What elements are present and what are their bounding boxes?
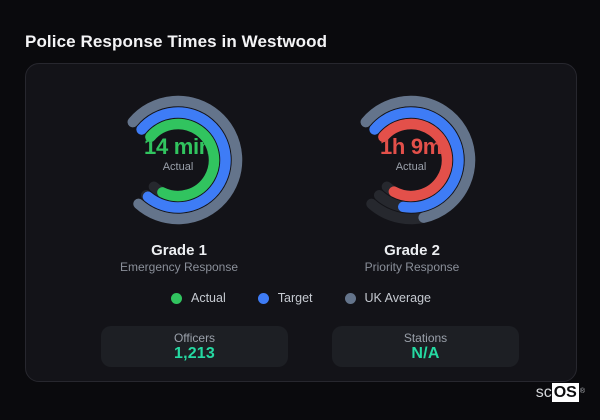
radial-gauge-chart <box>127 95 243 225</box>
gauge-grade-1: 14 min Actual <box>108 90 248 230</box>
page-title: Police Response Times in Westwood <box>25 32 328 52</box>
gauge-subtitle: Emergency Response <box>119 260 239 274</box>
stats-row: Officers 1,213 Stations N/A <box>35 326 585 367</box>
gauge-subtitle: Priority Response <box>364 260 460 274</box>
chart-legend: Actual Target UK Average <box>26 291 576 305</box>
gauge-ring-uk-average <box>360 95 476 223</box>
stat-label: Stations <box>403 330 448 345</box>
gauge-ring-uk-average <box>127 95 243 225</box>
response-times-card: 14 min Actual Grade 1 Emergency Response… <box>25 63 577 382</box>
gauge-grade-2: 1h 9m Actual <box>341 90 481 230</box>
logo-text-suffix: OS <box>551 383 579 402</box>
gauge-ring-target <box>136 107 231 213</box>
legend-dot-target-icon <box>257 292 269 304</box>
legend-item-actual[interactable]: Actual <box>171 291 226 305</box>
gauge-ring-actual <box>378 118 453 202</box>
gauge-title: Grade 2 <box>384 242 440 259</box>
gauge-value: 1h 9m <box>379 134 443 159</box>
stat-box-stations: Stations N/A <box>332 326 519 367</box>
legend-label: Target <box>277 291 313 305</box>
gauge-value-caption: Actual <box>395 161 427 173</box>
legend-item-target[interactable]: Target <box>257 291 313 305</box>
registered-trademark-icon: ® <box>579 388 585 395</box>
gauge-ring-actual <box>145 118 220 202</box>
stat-value: N/A <box>411 344 440 362</box>
legend-label: Actual <box>191 291 226 305</box>
gauge-title: Grade 1 <box>151 242 207 259</box>
scos-logo: sc OS ® <box>536 383 585 402</box>
radial-gauge-chart <box>360 95 476 225</box>
stat-box-officers: Officers 1,213 <box>101 326 288 367</box>
gauge-value-caption: Actual <box>162 161 194 173</box>
stat-label: Officers <box>173 330 216 345</box>
gauge-ring-target <box>369 107 464 213</box>
legend-item-uk-average[interactable]: UK Average <box>344 291 431 305</box>
stat-value: 1,213 <box>173 344 216 362</box>
gauge-center-text: 1h 9m Actual <box>341 84 481 224</box>
legend-dot-actual-icon <box>171 292 182 304</box>
logo-text-prefix: sc <box>535 384 552 401</box>
legend-label: UK Average <box>364 291 431 305</box>
legend-dot-uk-average-icon <box>344 292 356 304</box>
